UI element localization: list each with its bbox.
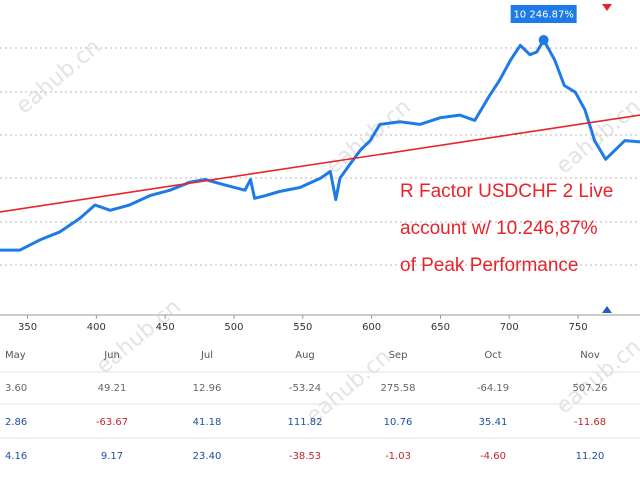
x-tick-label: 700 (500, 322, 519, 333)
cell: 275.58 (381, 383, 416, 394)
column-header: May (5, 350, 26, 361)
column-header: Sep (389, 350, 408, 361)
cell: 41.18 (193, 417, 222, 428)
plot: 350 400 450 500 550 600 650 700 750 10 246.87% R F… (0, 5, 640, 333)
x-tick-label: 400 (87, 322, 106, 333)
cell: 23.40 (193, 451, 222, 462)
x-tick-label: 550 (293, 322, 312, 333)
cell: -38.53 (289, 451, 321, 462)
x-tick-label: 600 (362, 322, 381, 333)
cell: 12.96 (193, 383, 222, 394)
cell: 35.41 (479, 417, 508, 428)
cell: -11.68 (574, 417, 606, 428)
cell: 11.20 (576, 451, 605, 462)
x-tick-label: 650 (431, 322, 450, 333)
x-tick-label: 350 (18, 322, 37, 333)
column-header: Jul (200, 350, 213, 361)
cell: 3.60 (5, 383, 27, 394)
annotation: account w/ 10.246,87% (400, 218, 598, 239)
cell: -1.03 (385, 451, 411, 462)
cell: 2.86 (5, 417, 27, 428)
column-header: Aug (295, 350, 315, 361)
column-header: Jun (103, 350, 120, 361)
cell: -4.60 (480, 451, 506, 462)
peak-label: 10 246.87% (513, 10, 573, 21)
cell: -53.24 (289, 383, 321, 394)
x-tick-label: 750 (569, 322, 588, 333)
column-header: Nov (580, 350, 600, 361)
cell: 9.17 (101, 451, 123, 462)
cell: 111.82 (288, 417, 323, 428)
x-tick-label: 450 (156, 322, 175, 333)
marker-top (602, 4, 612, 11)
annotation: R Factor USDCHF 2 Live (400, 181, 613, 202)
cell: -63.67 (96, 417, 128, 428)
series-line (0, 114, 640, 213)
x-tick-label: 500 (224, 322, 243, 333)
table: May Jun Jul Aug Sep Oct Nov 3.60 49.21 12.96 -53.2… (0, 350, 640, 462)
cell: 507.26 (573, 383, 608, 394)
cell: -64.19 (477, 383, 509, 394)
annotation: of Peak Performance (400, 255, 578, 276)
series-line (0, 38, 640, 252)
peak-label-box (510, 5, 577, 23)
cell: 49.21 (98, 383, 127, 394)
cell: 4.16 (5, 451, 27, 462)
peak-marker (538, 34, 549, 45)
marker-bottom (602, 306, 612, 313)
column-header: Oct (484, 350, 501, 361)
cell: 10.76 (384, 417, 413, 428)
